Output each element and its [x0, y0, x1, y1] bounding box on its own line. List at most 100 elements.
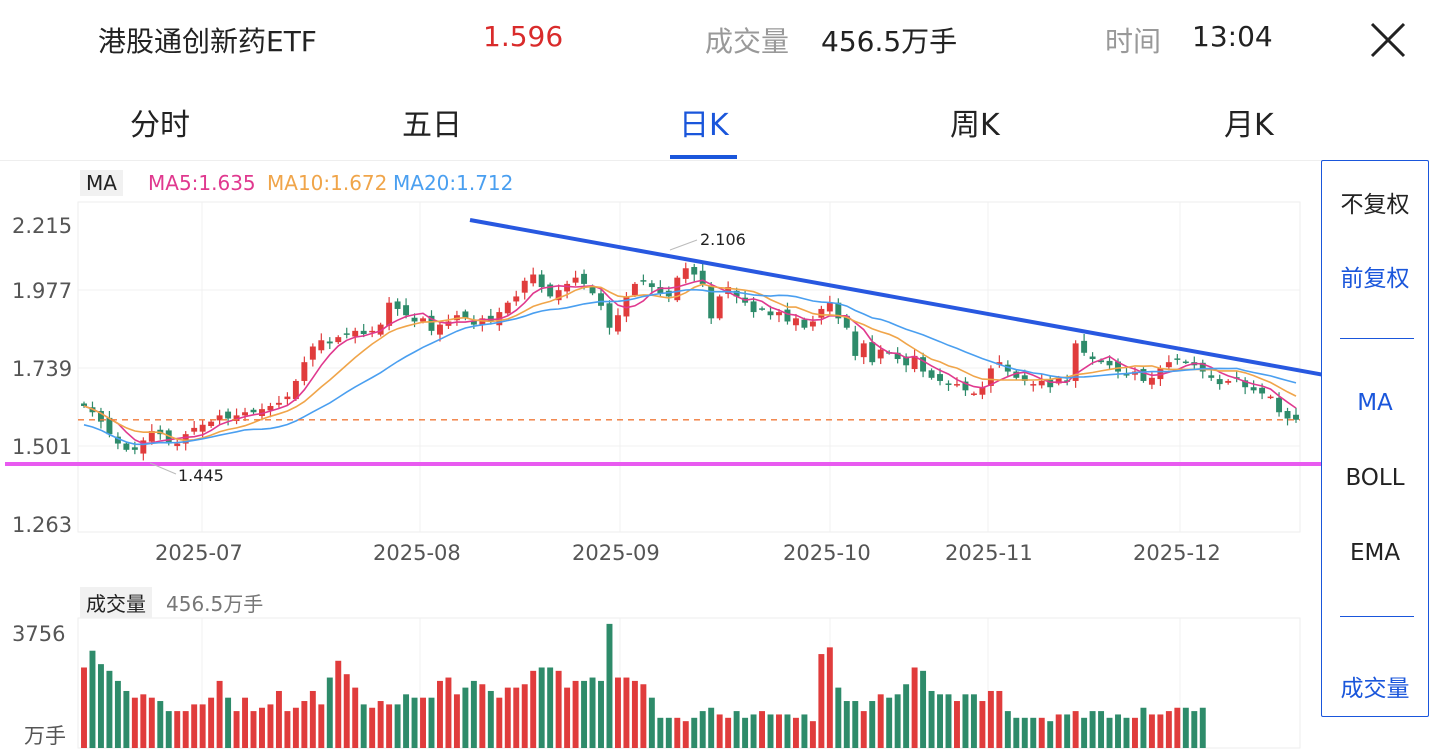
- volume-bar: [259, 707, 265, 748]
- volume-bar: [411, 697, 418, 748]
- volume-bar: [157, 701, 164, 748]
- candle-body: [1064, 380, 1071, 382]
- candle-body: [1276, 397, 1283, 413]
- candle-body: [242, 412, 249, 416]
- candle-body: [818, 308, 825, 318]
- volume-bar: [242, 697, 249, 748]
- volume-bar: [792, 717, 799, 748]
- candle-body: [869, 342, 876, 363]
- candle-body: [903, 356, 910, 366]
- tab-daily-k[interactable]: 日K: [679, 108, 729, 143]
- candle-body: [1072, 343, 1079, 381]
- close-icon[interactable]: [1368, 20, 1408, 60]
- ma20-value: MA20:1.712: [393, 171, 514, 195]
- option-forward-adjust[interactable]: 前复权: [1340, 266, 1410, 292]
- candle-body: [826, 302, 833, 312]
- volume-bar: [708, 707, 715, 748]
- time-label: 时间: [1105, 25, 1162, 58]
- volume-bar: [970, 694, 977, 748]
- volume-bar: [437, 680, 443, 748]
- volume-bar: [479, 684, 486, 748]
- volume-bar: [564, 687, 571, 748]
- option-boll[interactable]: BOLL: [1345, 465, 1405, 491]
- volume-bar: [801, 714, 808, 748]
- volume-panel-label[interactable]: 成交量: [80, 587, 152, 618]
- candle-body: [148, 431, 155, 442]
- candle-body: [1106, 360, 1113, 366]
- volume-bar: [954, 701, 960, 748]
- volume-bar: [352, 687, 359, 748]
- candle-body: [97, 410, 104, 422]
- volume-label: 成交量: [705, 25, 790, 58]
- option-ma[interactable]: MA: [1357, 390, 1393, 416]
- candle-body: [860, 343, 867, 358]
- sidebar-separator: [1340, 616, 1414, 617]
- volume-bar: [903, 684, 910, 748]
- candle-body: [284, 396, 291, 400]
- volume-bar: [1098, 711, 1105, 748]
- option-no-adjust[interactable]: 不复权: [1340, 192, 1410, 218]
- candle-body: [369, 330, 376, 333]
- candle-body: [131, 447, 138, 450]
- volume-bar: [1199, 707, 1206, 748]
- option-volume[interactable]: 成交量: [1340, 676, 1410, 702]
- volume-bar: [1072, 711, 1079, 748]
- tab-intraday[interactable]: 分时: [130, 108, 190, 143]
- x-tick-label: 2025-08: [373, 541, 461, 565]
- volume-bar: [250, 711, 257, 748]
- option-ema[interactable]: EMA: [1349, 540, 1401, 566]
- volume-bar: [1148, 714, 1155, 748]
- volume-frame: [77, 617, 1301, 749]
- candle-body: [843, 315, 850, 328]
- volume-bar: [284, 711, 291, 748]
- candle-body: [123, 443, 130, 450]
- x-tick-label: 2025-11: [945, 541, 1033, 565]
- volume-bar: [106, 670, 113, 748]
- indicator-name[interactable]: MA: [80, 170, 123, 196]
- volume-bar: [784, 714, 791, 748]
- candle-body: [767, 311, 774, 316]
- tab-monthly-k[interactable]: 月K: [1224, 108, 1274, 143]
- ma10-line: [83, 283, 1297, 442]
- candle-body: [225, 411, 232, 419]
- candle-body: [1123, 374, 1130, 376]
- volume-bar: [852, 701, 859, 748]
- candle-body: [521, 280, 528, 293]
- tab-weekly-k[interactable]: 周K: [950, 108, 1000, 143]
- volume-bar: [911, 667, 918, 748]
- volume-y-top: 3756: [12, 622, 66, 646]
- volume-bar: [420, 697, 426, 748]
- candle-body: [1242, 380, 1249, 388]
- candle-body: [1208, 375, 1215, 378]
- candle-body: [386, 302, 393, 326]
- tab-active-indicator: [670, 155, 737, 159]
- candle-body: [428, 315, 435, 331]
- volume-bar: [1123, 717, 1130, 748]
- candle-body: [1267, 396, 1274, 399]
- candle-body: [1250, 387, 1257, 391]
- candle-body: [504, 302, 511, 314]
- volume-bars: [81, 623, 1206, 748]
- volume-bar: [928, 690, 935, 748]
- volume-bar: [674, 717, 681, 748]
- volume-bar: [1013, 717, 1020, 748]
- volume-bar: [453, 694, 460, 748]
- volume-bar: [750, 714, 757, 748]
- candle-body: [411, 317, 418, 322]
- candle-body: [640, 280, 647, 282]
- volume-bar: [631, 680, 638, 748]
- candle-body: [733, 290, 740, 297]
- indicator-sidebar: [1321, 160, 1429, 717]
- volume-bar: [920, 670, 927, 748]
- volume-bar: [581, 680, 588, 748]
- volume-bar: [386, 704, 393, 748]
- volume-bar: [513, 687, 520, 748]
- volume-bar: [369, 707, 376, 748]
- candle-body: [487, 315, 494, 322]
- candle-body: [292, 380, 299, 400]
- candle-body: [1089, 356, 1096, 360]
- candle-body: [233, 415, 240, 422]
- tab-five-day[interactable]: 五日: [402, 108, 462, 143]
- candle-body: [182, 434, 189, 444]
